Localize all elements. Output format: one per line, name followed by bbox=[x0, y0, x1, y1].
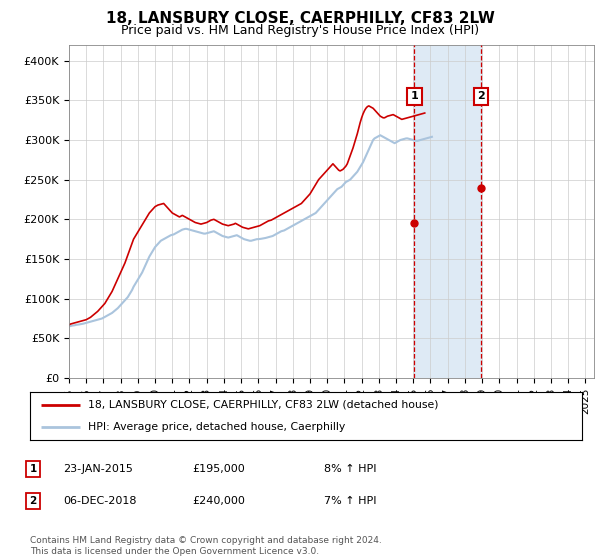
Text: 06-DEC-2018: 06-DEC-2018 bbox=[63, 496, 137, 506]
Bar bbox=[414, 45, 481, 378]
Text: 18, LANSBURY CLOSE, CAERPHILLY, CF83 2LW (detached house): 18, LANSBURY CLOSE, CAERPHILLY, CF83 2LW… bbox=[88, 400, 439, 410]
Text: Price paid vs. HM Land Registry's House Price Index (HPI): Price paid vs. HM Land Registry's House … bbox=[121, 24, 479, 36]
Text: 2: 2 bbox=[29, 496, 37, 506]
Text: 23-JAN-2015: 23-JAN-2015 bbox=[63, 464, 133, 474]
Text: 1: 1 bbox=[29, 464, 37, 474]
Text: £195,000: £195,000 bbox=[192, 464, 245, 474]
Text: 8% ↑ HPI: 8% ↑ HPI bbox=[324, 464, 377, 474]
Text: 7% ↑ HPI: 7% ↑ HPI bbox=[324, 496, 377, 506]
Text: Contains HM Land Registry data © Crown copyright and database right 2024.
This d: Contains HM Land Registry data © Crown c… bbox=[30, 536, 382, 556]
Text: 2: 2 bbox=[477, 91, 485, 101]
Text: £240,000: £240,000 bbox=[192, 496, 245, 506]
Text: 18, LANSBURY CLOSE, CAERPHILLY, CF83 2LW: 18, LANSBURY CLOSE, CAERPHILLY, CF83 2LW bbox=[106, 11, 494, 26]
Text: 1: 1 bbox=[410, 91, 418, 101]
Text: HPI: Average price, detached house, Caerphilly: HPI: Average price, detached house, Caer… bbox=[88, 422, 345, 432]
